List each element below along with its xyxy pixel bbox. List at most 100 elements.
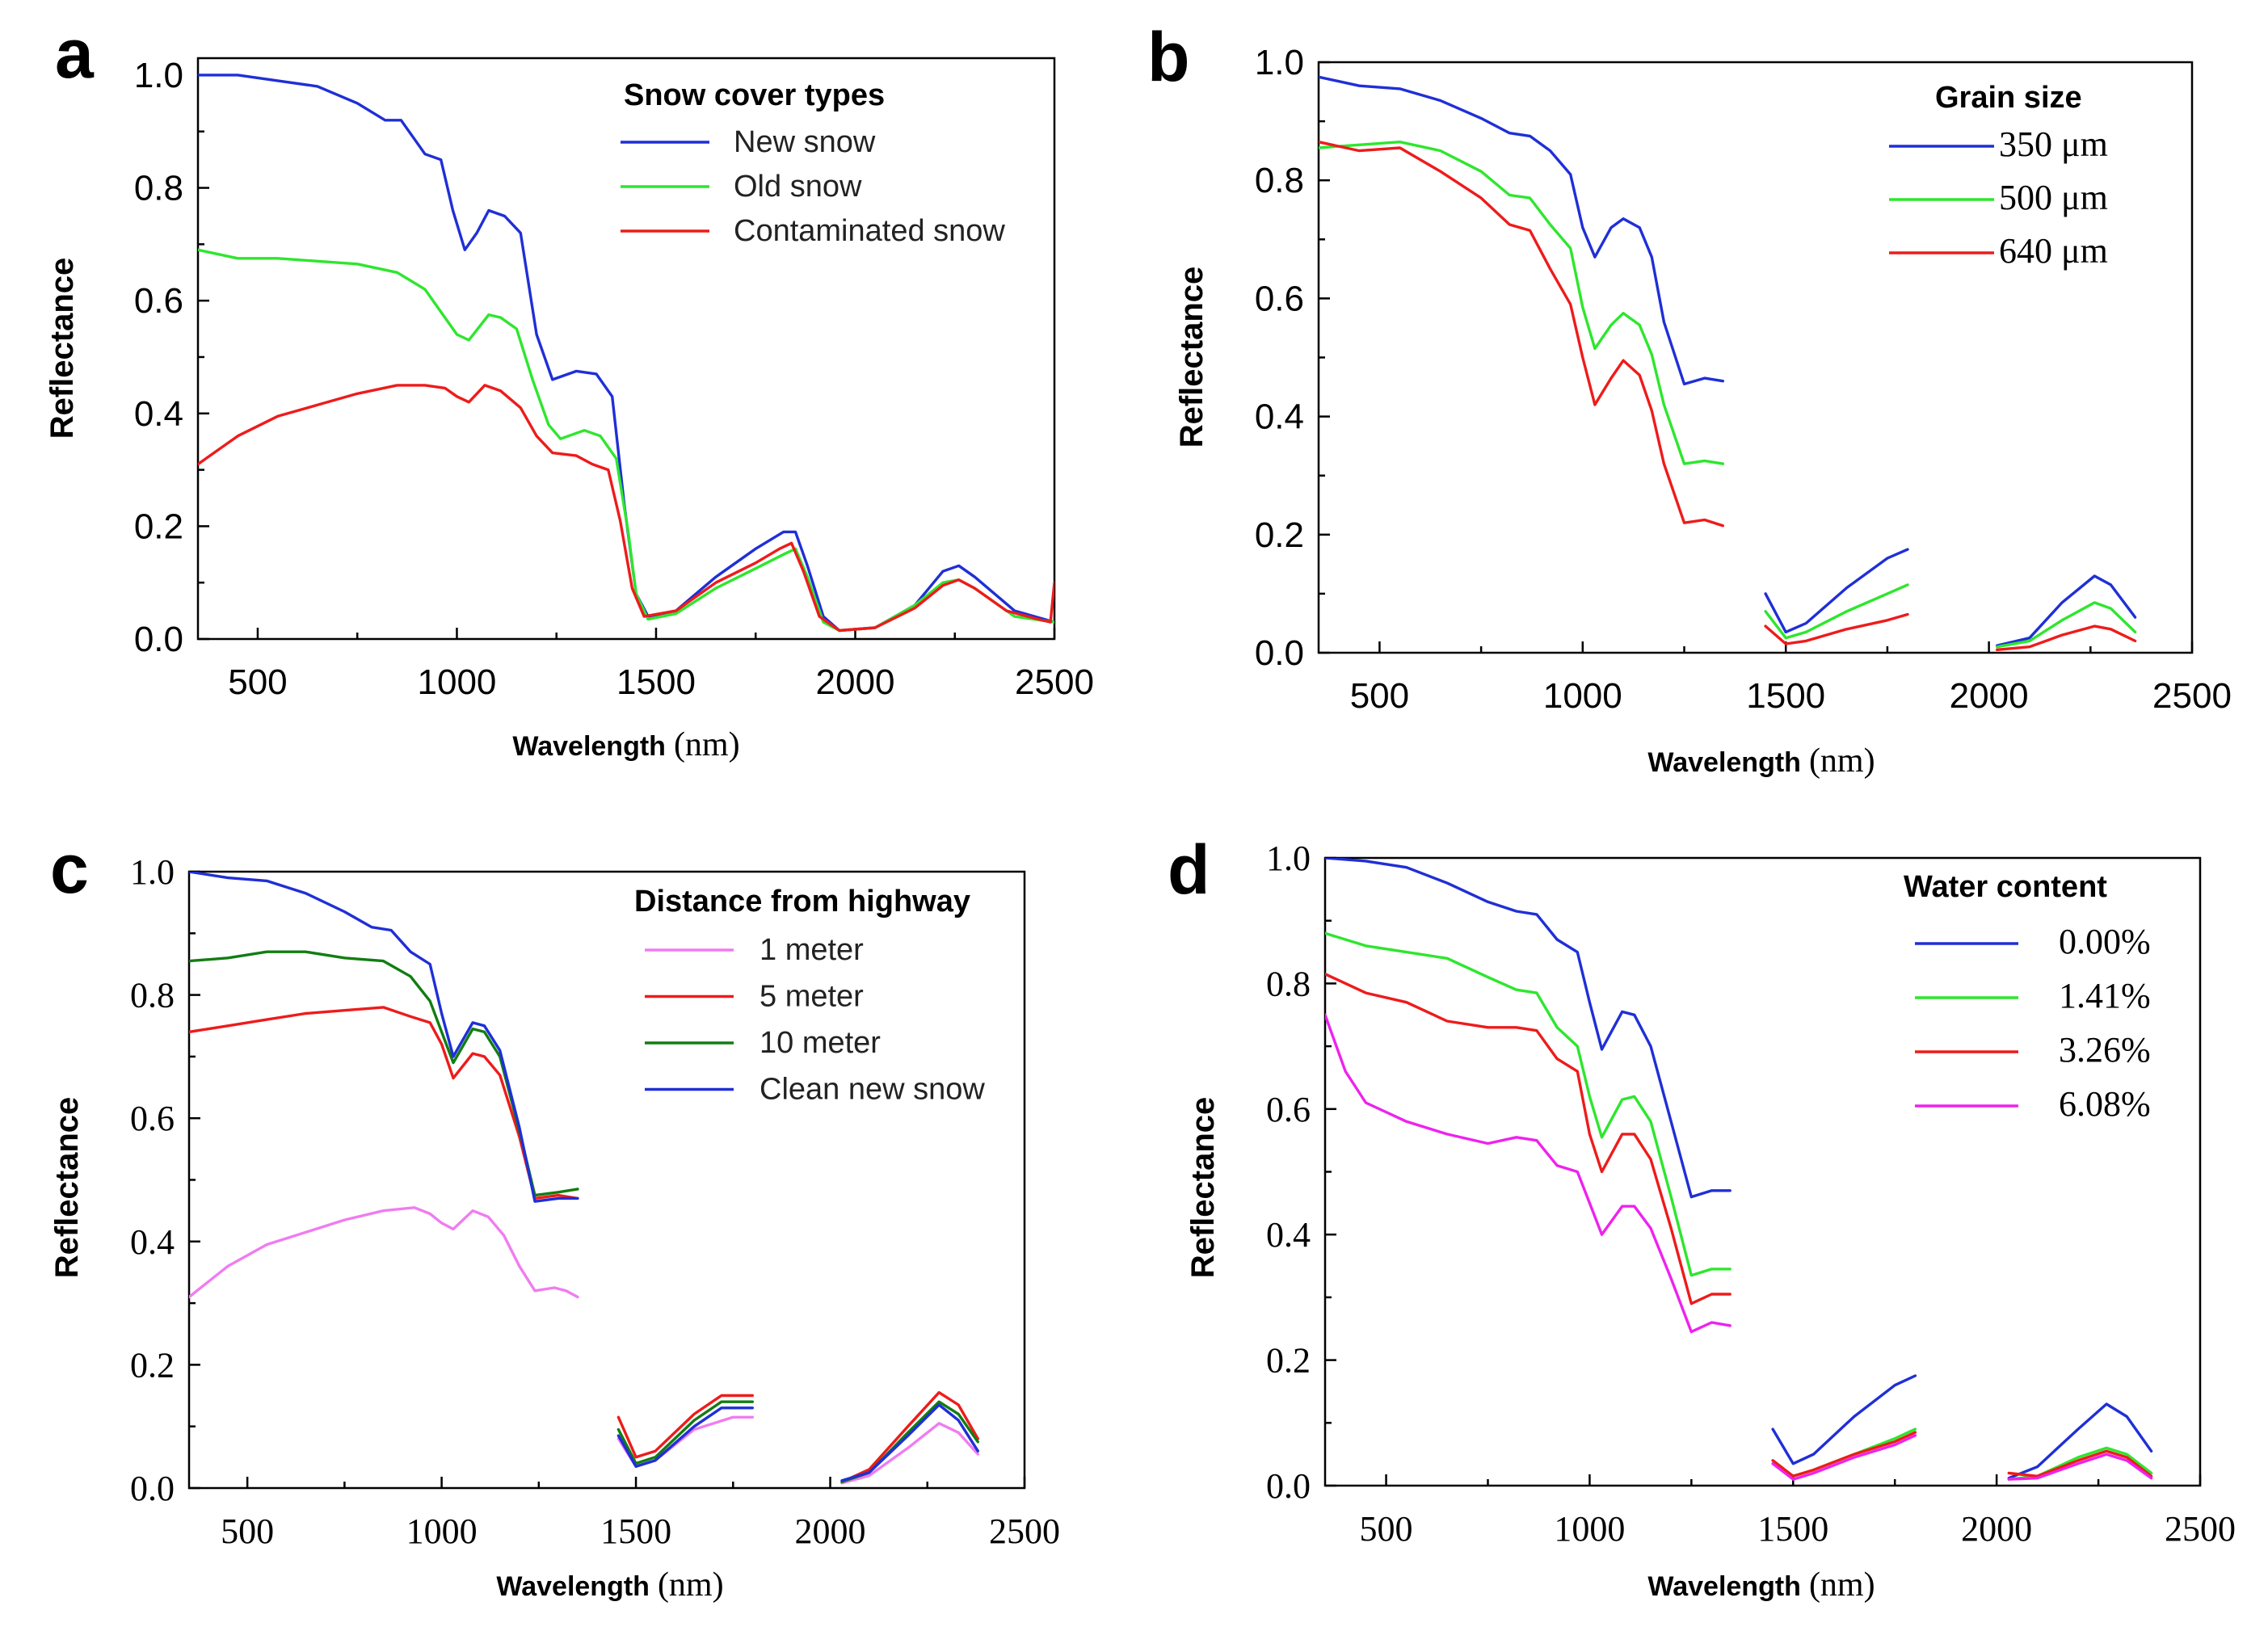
series-line — [2007, 1402, 2153, 1480]
legend-title: Grain size — [1935, 81, 2082, 115]
x-axis-label-unit: (nm) — [674, 726, 740, 763]
x-axis-label-unit: (nm) — [1809, 742, 1875, 780]
chart-panel-a: a 500 1000 1500 2000 2500 0.0 0.2 0.4 0.6 0.8 1.0 Re… — [44, 15, 1094, 763]
y-tick-label: 0.6 — [130, 1099, 175, 1138]
series-line — [1764, 612, 1909, 645]
y-tick-label: 0.0 — [1266, 1466, 1311, 1506]
series-line — [1319, 75, 1724, 386]
legend-label: 5 meter — [760, 980, 864, 1014]
legend-label: New snow — [734, 125, 876, 159]
panel-letter: a — [55, 15, 95, 93]
legend-label: Old snow — [734, 170, 862, 204]
x-tick-label: 1500 — [600, 1511, 671, 1551]
y-tick-label: 0.6 — [1266, 1090, 1311, 1129]
x-tick-label: 500 — [221, 1511, 274, 1551]
x-tick-label: 2500 — [1015, 662, 1094, 702]
legend-label: 350 μm — [1999, 124, 2108, 164]
x-axis-label-name: Wavelength — [512, 731, 666, 762]
x-axis-label-name: Wavelength — [1647, 747, 1801, 778]
x-tick-label: 500 — [228, 662, 287, 702]
y-tick-label: 0.4 — [1266, 1215, 1311, 1255]
chart-panel-c: c 500 1000 1500 2000 2500 0.0 0.2 0.4 0.6 0.8 1.0 Re… — [49, 830, 1060, 1604]
legend-item: 10 meter — [645, 1026, 881, 1060]
series-0-00- — [1325, 858, 2153, 1480]
series-line — [1996, 624, 2137, 651]
x-tick-label: 2000 — [816, 662, 895, 702]
chart-panel-b: b 500 1000 1500 2000 2500 0.0 0.2 0.4 0.6 0.8 1.0 Re… — [1147, 19, 2232, 780]
series-line — [840, 1403, 979, 1482]
series-line — [1996, 574, 2137, 647]
series-line — [1764, 548, 1909, 634]
series-line — [1771, 1431, 1917, 1478]
y-tick-label: 0.8 — [1255, 161, 1304, 200]
legend: Grain size 350 μm 500 μm 640 μm — [1889, 81, 2108, 271]
legend-item: 1 meter — [645, 933, 864, 967]
panel-letter: d — [1168, 831, 1210, 909]
series-line — [1771, 1374, 1917, 1465]
series-line — [1764, 583, 1909, 640]
series-line — [198, 248, 1054, 633]
series-line — [1319, 141, 1724, 528]
y-tick-label: 0.6 — [134, 281, 183, 321]
x-tick-label: 2000 — [795, 1511, 866, 1551]
x-tick-label: 1500 — [616, 662, 696, 702]
x-tick-label: 2500 — [2152, 676, 2232, 716]
legend-title: Water content — [1904, 870, 2107, 904]
series-350-m — [1319, 75, 2137, 647]
series-line — [189, 950, 579, 1197]
series-line — [1996, 601, 2137, 649]
legend-item: 0.00% — [1915, 922, 2151, 961]
legend-item: New snow — [621, 125, 876, 159]
x-tick-label: 500 — [1360, 1509, 1413, 1549]
series-line — [2007, 1449, 2153, 1478]
y-axis-label: Reflectance — [44, 258, 80, 439]
y-tick-label: 0.2 — [130, 1345, 175, 1385]
y-tick-label: 1.0 — [1255, 43, 1304, 82]
series-640-m — [1319, 141, 2137, 651]
y-tick-label: 0.2 — [1255, 515, 1304, 555]
series-contaminated-snow — [198, 384, 1054, 633]
legend-label: 1 meter — [760, 933, 864, 967]
series-line — [189, 1006, 579, 1200]
series-line — [189, 1206, 579, 1299]
legend-item: Clean new snow — [645, 1073, 985, 1107]
series-line — [1325, 931, 1732, 1277]
x-tick-label: 2500 — [2165, 1509, 2236, 1549]
x-tick-label: 1000 — [418, 662, 497, 702]
x-axis-label: Wavelength (nm) — [1647, 1566, 1875, 1604]
series-500-m — [1319, 141, 2137, 649]
series-line — [198, 384, 1054, 633]
y-tick-label: 1.0 — [134, 56, 183, 95]
y-tick-label: 1.0 — [1266, 839, 1311, 878]
x-axis-label-name: Wavelength — [1647, 1571, 1801, 1602]
x-axis-label-unit: (nm) — [658, 1566, 724, 1604]
legend-label: 6.08% — [2059, 1084, 2151, 1124]
x-tick-label: 1000 — [1554, 1509, 1625, 1549]
legend-label: 500 μm — [1999, 178, 2108, 217]
series-6-08- — [1325, 1013, 2153, 1481]
y-tick-label: 0.0 — [130, 1469, 175, 1508]
y-tick-label: 0.8 — [1266, 964, 1311, 1003]
series-line — [1771, 1427, 1917, 1478]
x-tick-label: 2500 — [989, 1511, 1060, 1551]
legend-label: 1.41% — [2059, 976, 2151, 1015]
legend-label: Contaminated snow — [734, 214, 1005, 248]
legend-label: Clean new snow — [760, 1073, 985, 1107]
legend-item: 6.08% — [1915, 1084, 2151, 1124]
series-old-snow — [198, 248, 1054, 633]
series-line — [1325, 858, 1732, 1199]
y-tick-label: 0.4 — [130, 1222, 175, 1262]
legend-label: 10 meter — [760, 1026, 881, 1060]
y-tick-label: 0.0 — [134, 620, 183, 659]
series-1-meter — [189, 1206, 979, 1485]
legend-item: 350 μm — [1889, 124, 2108, 164]
legend-label: 0.00% — [2059, 922, 2151, 961]
y-tick-label: 0.8 — [130, 976, 175, 1015]
x-tick-label: 1500 — [1757, 1509, 1828, 1549]
series-line — [189, 872, 579, 1203]
x-axis-label: Wavelength (nm) — [1647, 742, 1875, 780]
series-line — [616, 1415, 754, 1468]
panel-letter: b — [1147, 19, 1190, 96]
legend-item: Old snow — [621, 170, 862, 204]
